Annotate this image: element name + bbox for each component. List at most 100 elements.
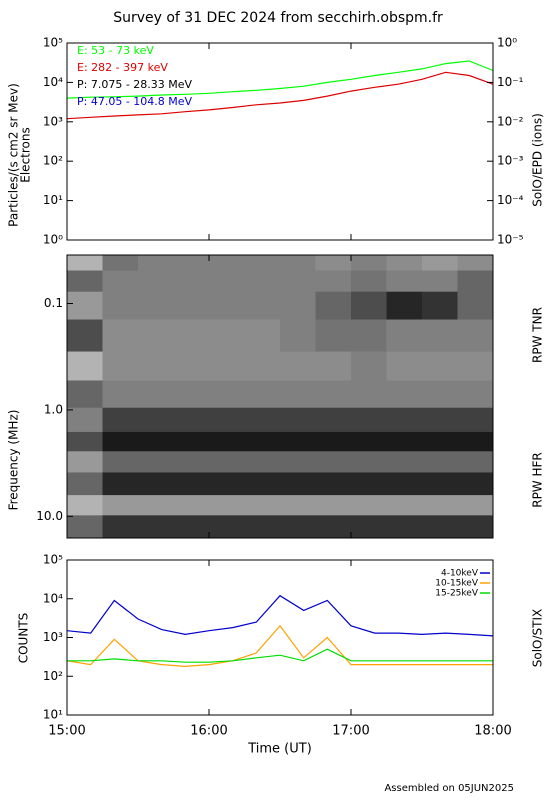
x-tick-label: 18:00 [474, 724, 511, 739]
x-axis-label: Time (UT) [247, 742, 312, 757]
heat-cell [422, 270, 458, 293]
heat-cell [280, 472, 316, 496]
band-label: RPW TNR [531, 307, 545, 363]
y2-axis-label: SolO/EPD (ions) [531, 113, 545, 207]
heat-cell [173, 495, 210, 516]
heat-cell [386, 291, 423, 321]
heat-cell [280, 515, 316, 539]
heat-cell [280, 291, 316, 321]
y-tick-label: 10¹ [43, 193, 63, 207]
heat-cell [386, 515, 423, 539]
heat-cell [280, 255, 316, 272]
heat-cell [422, 431, 458, 452]
heat-cell [138, 319, 174, 353]
chart-title: Survey of 31 DEC 2024 from secchirh.obsp… [113, 10, 443, 26]
heat-cell [386, 431, 423, 452]
y-axis-label: Electrons [19, 127, 33, 182]
heat-cell [173, 380, 210, 409]
heat-cell [280, 451, 316, 473]
y-tick-label: 10² [43, 669, 63, 683]
heat-cell [102, 515, 139, 539]
heat-cell [386, 319, 423, 353]
heat-cell [67, 291, 103, 321]
heat-cell [457, 270, 494, 293]
heat-cell [138, 270, 174, 293]
heat-cell [386, 255, 423, 272]
heat-cell [209, 472, 245, 496]
plot-frame [66, 254, 494, 539]
heat-cell [244, 472, 281, 496]
heat-cell [209, 495, 245, 516]
heat-cell [422, 380, 458, 409]
heat-cell [457, 431, 494, 452]
heat-cell [209, 255, 245, 272]
heat-cell [173, 255, 210, 272]
heat-cell [280, 351, 316, 381]
x-tick-label: 17:00 [332, 724, 369, 739]
heat-cell [244, 495, 281, 516]
heat-cell [173, 451, 210, 473]
y-tick-label: 10⁻³ [497, 154, 524, 168]
heat-cell [386, 380, 423, 409]
heat-cell [209, 451, 245, 473]
heat-cell [457, 255, 494, 272]
heat-cell [457, 515, 494, 539]
heat-cell [422, 472, 458, 496]
heat-cell [315, 351, 352, 381]
x-tick-label: 15:00 [48, 724, 85, 739]
heat-cell [138, 451, 174, 473]
heat-cell [67, 270, 103, 293]
y-tick-label: 0.1 [44, 296, 63, 310]
heat-cell [422, 451, 458, 473]
heat-cell [351, 495, 387, 516]
heat-cell [209, 380, 245, 409]
heat-cell [351, 515, 387, 539]
heat-cell [386, 472, 423, 496]
heat-cell [244, 291, 281, 321]
y-tick-label: 10⁵ [43, 553, 63, 567]
heat-cell [209, 291, 245, 321]
heat-cell [67, 515, 103, 539]
heat-cell [244, 255, 281, 272]
heat-cell [102, 431, 139, 452]
heat-cell [457, 380, 494, 409]
y-tick-label: 10⁻⁵ [497, 233, 524, 247]
heat-cell [315, 451, 352, 473]
y-tick-label: 10⁴ [43, 591, 63, 605]
y-tick-label: 10⁻¹ [497, 75, 524, 89]
heat-cell [386, 451, 423, 473]
heat-cell [138, 515, 174, 539]
series-line [66, 60, 494, 99]
heat-cell [173, 319, 210, 353]
heat-cell [67, 431, 103, 452]
heat-cell [351, 319, 387, 353]
heat-cell [102, 351, 139, 381]
heat-cell [422, 407, 458, 433]
heat-cell [386, 495, 423, 516]
heat-cell [102, 407, 139, 433]
heat-cell [457, 451, 494, 473]
heat-cell [138, 472, 174, 496]
heat-cell [315, 291, 352, 321]
heat-cell [351, 255, 387, 272]
heat-cell [280, 319, 316, 353]
heat-cell [315, 255, 352, 272]
heat-cell [209, 270, 245, 293]
series-line [66, 71, 494, 120]
heat-cell [244, 451, 281, 473]
heat-cell [173, 291, 210, 321]
heat-cell [351, 351, 387, 381]
heat-cell [280, 407, 316, 433]
y-tick-label: 10³ [43, 630, 63, 644]
heat-cell [315, 515, 352, 539]
heat-cell [280, 495, 316, 516]
heat-cell [457, 291, 494, 321]
y-tick-label: 10² [43, 154, 63, 168]
y-tick-label: 10⁰ [43, 233, 63, 247]
y-axis-label: Frequency (MHz) [7, 410, 21, 511]
y2-axis-label: SolO/STIX [531, 609, 545, 668]
heat-cell [173, 351, 210, 381]
heat-cell [351, 291, 387, 321]
heat-cell [173, 515, 210, 539]
heat-cell [67, 472, 103, 496]
